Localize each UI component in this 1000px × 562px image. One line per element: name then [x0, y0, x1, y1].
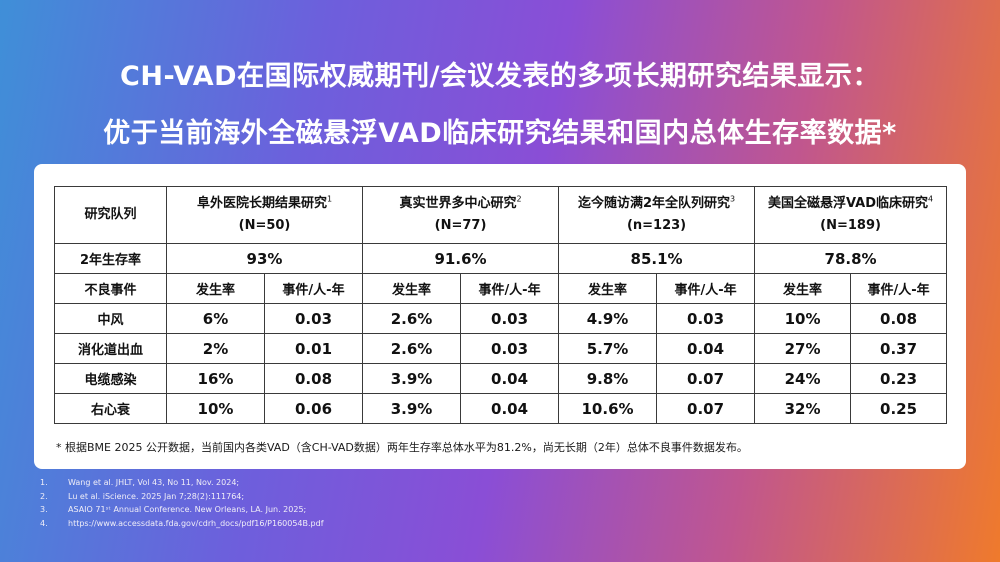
- event-value: 0.04: [460, 363, 560, 394]
- event-value: 10.6%: [558, 393, 658, 424]
- reference-number: 3.: [40, 505, 48, 514]
- ppy-header: 事件/人-年: [656, 273, 756, 304]
- event-value: 3.9%: [362, 363, 462, 394]
- event-value: 0.08: [263, 363, 364, 394]
- study-name: 真实世界多中心研究: [399, 196, 517, 211]
- study-name: 美国全磁悬浮VAD临床研究: [767, 196, 929, 211]
- reference-item: 1. Wang et al. JHLT, Vol 43, No 11, Nov. …: [40, 476, 324, 490]
- rate-header: 发生率: [362, 273, 462, 304]
- survival-label: 2年生存率: [54, 243, 167, 274]
- event-value: 10%: [754, 303, 852, 334]
- survival-value: 78.8%: [754, 243, 948, 274]
- study-ref: 2: [516, 194, 522, 204]
- event-value: 0.37: [850, 333, 948, 364]
- ppy-header: 事件/人-年: [850, 273, 948, 304]
- event-value: 0.04: [460, 393, 560, 424]
- reference-text: Lu et al. iScience. 2025 Jan 7;28(2):111…: [68, 491, 245, 501]
- reference-text: ASAIO 71ˢᵗ Annual Conference. New Orlean…: [68, 505, 307, 514]
- event-value: 0.03: [460, 303, 560, 334]
- study-ref: 4: [928, 194, 934, 204]
- event-value: 2%: [166, 333, 265, 364]
- survival-row: 2年生存率 93% 91.6% 85.1% 78.8%: [54, 243, 948, 274]
- event-value: 0.03: [460, 333, 560, 364]
- event-value: 0.03: [263, 303, 364, 334]
- study-header-1: 阜外医院长期结果研究1 (N=50): [165, 186, 364, 244]
- event-value: 0.07: [656, 393, 756, 424]
- event-value: 0.08: [850, 303, 948, 334]
- event-value: 9.8%: [558, 363, 658, 394]
- event-value: 2.6%: [362, 303, 462, 334]
- event-value: 5.7%: [558, 333, 658, 364]
- reference-number: 1.: [40, 478, 48, 487]
- survival-value: 85.1%: [558, 243, 756, 274]
- header-row: 研究队列 阜外医院长期结果研究1 (N=50) 真实世界多中心研究2 (N=77…: [54, 186, 948, 244]
- survival-value: 91.6%: [362, 243, 560, 274]
- results-table: 研究队列 阜外医院长期结果研究1 (N=50) 真实世界多中心研究2 (N=77…: [54, 186, 948, 424]
- study-name: 迄今随访满2年全队列研究: [577, 196, 731, 211]
- reference-text: https://www.accessdata.fda.gov/cdrh_docs…: [68, 518, 324, 528]
- event-name: 中风: [54, 303, 167, 334]
- ppy-header: 事件/人-年: [263, 273, 364, 304]
- event-value: 4.9%: [558, 303, 658, 334]
- event-name: 消化道出血: [54, 333, 167, 364]
- event-value: 0.25: [850, 393, 948, 424]
- study-header-3: 迄今随访满2年全队列研究3 (n=123): [558, 186, 756, 244]
- event-value: 0.06: [263, 393, 364, 424]
- study-name: 阜外医院长期结果研究: [196, 196, 327, 211]
- event-value: 0.01: [263, 333, 364, 364]
- reference-item: 4. https://www.accessdata.fda.gov/cdrh_do…: [40, 517, 324, 531]
- event-value: 16%: [166, 363, 265, 394]
- event-value: 27%: [754, 333, 852, 364]
- title-line-1: CH-VAD在国际权威期刊/会议发表的多项长期研究结果显示：: [120, 61, 880, 92]
- rate-header: 发生率: [558, 273, 658, 304]
- study-ref: 1: [326, 194, 333, 204]
- event-value: 2.6%: [362, 333, 462, 364]
- event-row-driveline-infection: 电缆感染 16% 0.08 3.9% 0.04 9.8% 0.07 24% 0.…: [54, 363, 948, 394]
- event-value: 3.9%: [362, 393, 462, 424]
- event-value: 0.03: [656, 303, 756, 334]
- event-value: 0.04: [656, 333, 756, 364]
- reference-number: 2.: [40, 491, 48, 501]
- reference-item: 3. ASAIO 71ˢᵗ Annual Conference. New Orle…: [40, 503, 324, 517]
- rate-header: 发生率: [166, 273, 265, 304]
- ppy-header: 事件/人-年: [460, 273, 560, 304]
- study-n: (N=50): [238, 218, 291, 233]
- study-n: (N=189): [820, 218, 881, 233]
- footnote: * 根据BME 2025 公开数据，当前国内各类VAD（含CH-VAD数据）两年…: [56, 441, 748, 454]
- event-value: 0.07: [656, 363, 756, 394]
- survival-value: 93%: [165, 243, 364, 274]
- event-value: 6%: [166, 303, 265, 334]
- study-header-2: 真实世界多中心研究2 (N=77): [362, 186, 560, 244]
- event-name: 电缆感染: [54, 363, 167, 394]
- event-row-gi-bleeding: 消化道出血 2% 0.01 2.6% 0.03 5.7% 0.04 27% 0.…: [54, 333, 948, 364]
- study-ref: 3: [730, 194, 736, 204]
- title-line-2: 优于当前海外全磁悬浮VAD临床研究结果和国内总体生存率数据*: [103, 118, 897, 149]
- reference-item: 2. Lu et al. iScience. 2025 Jan 7;28(2):1…: [40, 490, 324, 504]
- study-n: (n=123): [626, 218, 687, 233]
- rate-header: 发生率: [754, 273, 852, 304]
- event-value: 0.23: [850, 363, 948, 394]
- table-panel: 研究队列 阜外医院长期结果研究1 (N=50) 真实世界多中心研究2 (N=77…: [34, 164, 966, 469]
- reference-number: 4.: [40, 518, 48, 528]
- event-name: 右心衰: [54, 393, 167, 424]
- adverse-label: 不良事件: [54, 273, 167, 304]
- reference-text: Wang et al. JHLT, Vol 43, No 11, Nov. 20…: [68, 478, 240, 487]
- event-value: 10%: [166, 393, 265, 424]
- header-label-cell: 研究队列: [54, 186, 167, 244]
- subheader-row: 不良事件 发生率 事件/人-年 发生率 事件/人-年 发生率 事件/人-年 发生…: [54, 273, 948, 304]
- event-row-stroke: 中风 6% 0.03 2.6% 0.03 4.9% 0.03 10% 0.08: [54, 303, 948, 334]
- event-row-right-heart-failure: 右心衰 10% 0.06 3.9% 0.04 10.6% 0.07 32% 0.…: [54, 393, 948, 424]
- event-value: 32%: [754, 393, 852, 424]
- reference-list: 1. Wang et al. JHLT, Vol 43, No 11, Nov. …: [40, 476, 324, 530]
- event-value: 24%: [754, 363, 852, 394]
- study-n: (N=77): [434, 218, 487, 233]
- study-header-4: 美国全磁悬浮VAD临床研究4 (N=189): [754, 186, 948, 244]
